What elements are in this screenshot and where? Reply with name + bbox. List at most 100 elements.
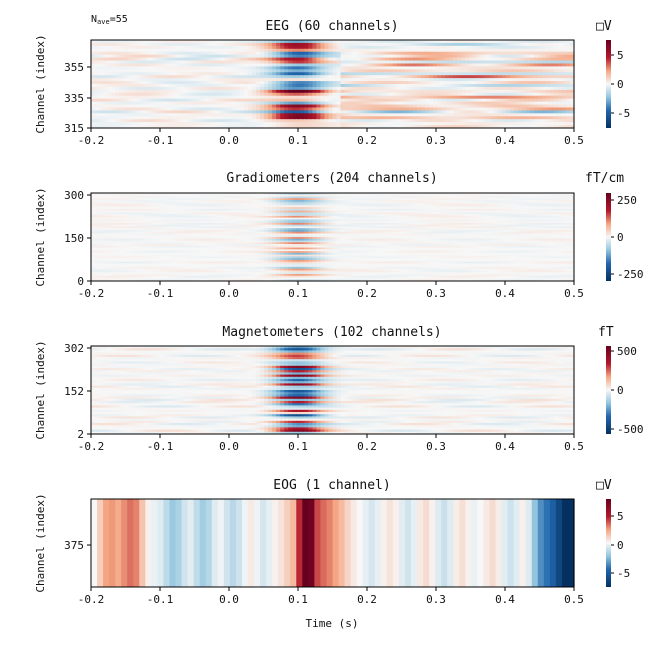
heatmap-cell bbox=[437, 75, 442, 79]
heatmap-cell bbox=[537, 60, 543, 65]
heatmap-cell bbox=[461, 45, 466, 50]
heatmap-cell bbox=[400, 42, 406, 47]
heatmap-cell bbox=[569, 72, 575, 76]
heatmap-cell bbox=[135, 54, 140, 59]
heatmap-cell bbox=[372, 72, 378, 76]
heatmap-cell bbox=[445, 63, 450, 67]
heatmap-cell bbox=[320, 40, 326, 44]
heatmap-cell bbox=[195, 78, 201, 82]
heatmap-cell bbox=[127, 40, 132, 44]
heatmap-cell bbox=[501, 75, 507, 79]
heatmap-cell bbox=[223, 69, 229, 73]
heatmap-cell bbox=[91, 40, 96, 44]
heatmap-cell bbox=[199, 69, 205, 73]
heatmap-cell bbox=[553, 63, 559, 67]
heatmap-cell bbox=[553, 72, 559, 76]
heatmap-cell bbox=[171, 42, 177, 47]
heatmap-cell bbox=[404, 45, 410, 50]
heatmap-cell bbox=[239, 63, 245, 67]
heatmap-cell bbox=[368, 69, 374, 73]
heatmap-cell bbox=[107, 42, 112, 47]
heatmap-cell bbox=[340, 69, 346, 73]
heatmap-cell bbox=[207, 72, 213, 76]
heatmap-cell bbox=[533, 54, 539, 59]
heatmap-cell bbox=[239, 72, 245, 76]
heatmap-cell bbox=[392, 51, 398, 56]
heatmap-cell bbox=[268, 48, 273, 53]
heatmap-cell bbox=[372, 40, 378, 44]
heatmap-cell bbox=[565, 57, 571, 62]
heatmap-cell bbox=[344, 45, 350, 50]
heatmap-cell bbox=[203, 69, 209, 73]
heatmap-cell bbox=[284, 60, 289, 65]
heatmap-cell bbox=[380, 60, 386, 65]
heatmap-cell bbox=[417, 63, 422, 67]
x-tick-label: -0.1 bbox=[147, 134, 174, 147]
heatmap-cell bbox=[461, 60, 466, 65]
heatmap-cell bbox=[296, 69, 301, 73]
heatmap-cell bbox=[191, 78, 197, 82]
heatmap-cell bbox=[453, 69, 458, 73]
heatmap-cell bbox=[260, 66, 265, 70]
heatmap-cell bbox=[127, 51, 132, 56]
heatmap-cell bbox=[139, 69, 144, 73]
heatmap-cell bbox=[356, 54, 362, 59]
heatmap-cell bbox=[465, 60, 470, 65]
heatmap-cell bbox=[123, 69, 128, 73]
heatmap-cell bbox=[207, 45, 213, 50]
heatmap-cell bbox=[139, 78, 144, 82]
heatmap-cell bbox=[143, 69, 148, 73]
heatmap-cell bbox=[517, 42, 523, 47]
heatmap-cell bbox=[356, 48, 362, 53]
heatmap-cell bbox=[453, 63, 458, 67]
heatmap-cell bbox=[308, 75, 313, 79]
heatmap-cell bbox=[388, 45, 394, 50]
heatmap-cell bbox=[155, 63, 161, 67]
heatmap-cell bbox=[485, 75, 491, 79]
heatmap-cell bbox=[147, 66, 152, 70]
heatmap-cell bbox=[404, 66, 410, 70]
heatmap-cell bbox=[183, 42, 189, 47]
heatmap-cell bbox=[300, 48, 305, 53]
heatmap-cell bbox=[545, 69, 551, 73]
heatmap-cell bbox=[561, 66, 567, 70]
heatmap-cell bbox=[260, 54, 265, 59]
heatmap-cell bbox=[123, 78, 128, 82]
heatmap-cell bbox=[320, 48, 326, 53]
heatmap-cell bbox=[312, 63, 318, 67]
heatmap-cell bbox=[191, 48, 197, 53]
heatmap-cell bbox=[437, 54, 442, 59]
heatmap-cell bbox=[541, 51, 547, 56]
heatmap-cell bbox=[336, 54, 342, 59]
heatmap-cell bbox=[175, 66, 181, 70]
heatmap-cell bbox=[380, 57, 386, 62]
heatmap-cell bbox=[332, 72, 338, 76]
heatmap-cell bbox=[155, 45, 161, 50]
heatmap-cell bbox=[264, 40, 269, 44]
heatmap-cell bbox=[557, 75, 563, 79]
heatmap-cell bbox=[565, 48, 571, 53]
heatmap-cell bbox=[465, 69, 470, 73]
heatmap-cell bbox=[256, 51, 261, 56]
heatmap-cell bbox=[203, 40, 209, 44]
heatmap-cell bbox=[316, 75, 322, 79]
heatmap-cell bbox=[247, 51, 253, 56]
heatmap-cell bbox=[288, 69, 293, 73]
heatmap-cell bbox=[396, 51, 402, 56]
heatmap-cell bbox=[139, 45, 144, 50]
heatmap-cell bbox=[421, 45, 426, 50]
heatmap-cell bbox=[537, 75, 543, 79]
heatmap-cell bbox=[569, 60, 575, 65]
heatmap-cell bbox=[513, 48, 519, 53]
heatmap-cell bbox=[509, 66, 515, 70]
heatmap-cell bbox=[316, 48, 322, 53]
heatmap-cell bbox=[260, 57, 265, 62]
heatmap-cell bbox=[344, 75, 350, 79]
heatmap-cell bbox=[167, 63, 173, 67]
heatmap-cell bbox=[569, 69, 575, 73]
heatmap-cell bbox=[388, 75, 394, 79]
heatmap-cell bbox=[191, 69, 197, 73]
heatmap-cell bbox=[513, 51, 519, 56]
heatmap-cell bbox=[151, 45, 157, 50]
heatmap-cell bbox=[235, 75, 241, 79]
